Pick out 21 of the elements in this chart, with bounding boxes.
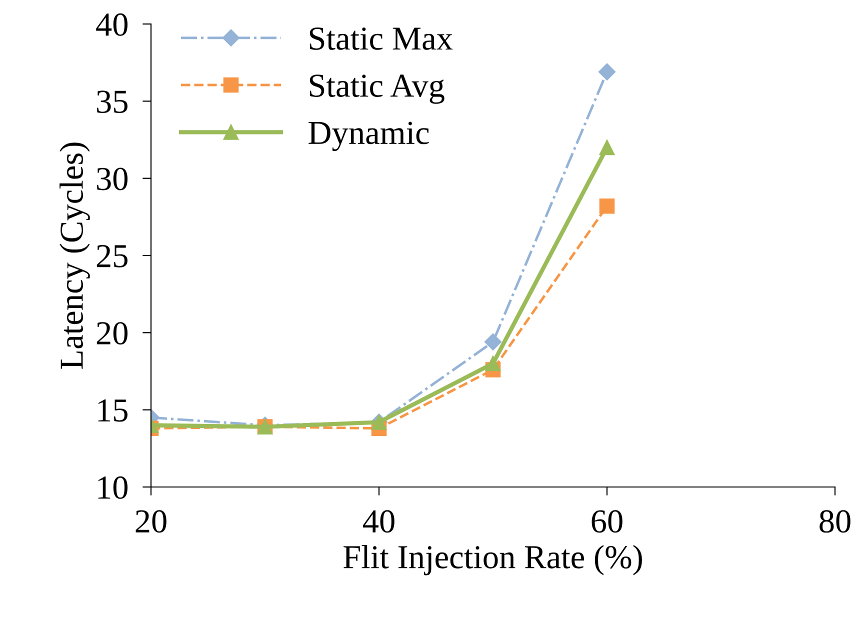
y-tick-label: 20 bbox=[96, 322, 128, 345]
x-tick-label: 40 bbox=[362, 510, 394, 533]
legend-label: Static Max bbox=[310, 27, 453, 50]
x-tick-label: 20 bbox=[136, 510, 166, 533]
point bbox=[485, 356, 501, 372]
legend-label: Static Avg bbox=[310, 74, 444, 104]
y-tick-label: 25 bbox=[96, 244, 128, 268]
y-tick-label: 15 bbox=[98, 399, 128, 422]
legend-label: Dynamic bbox=[308, 122, 429, 152]
point bbox=[599, 140, 615, 156]
point bbox=[598, 63, 616, 80]
y-tick-label: 10 bbox=[98, 476, 128, 499]
point bbox=[599, 198, 615, 214]
y-tick-label: 40 bbox=[96, 13, 128, 36]
x-axis-title: Flit Injection Rate (%) bbox=[344, 545, 642, 576]
point bbox=[484, 333, 502, 350]
y-tick-label: 35 bbox=[97, 90, 128, 114]
y-tick-label: 30 bbox=[97, 168, 128, 190]
x-tick-label: 60 bbox=[592, 510, 622, 533]
x-tick-label: 80 bbox=[820, 510, 850, 533]
y-axis-title: Latency (Cycles) bbox=[60, 142, 90, 369]
